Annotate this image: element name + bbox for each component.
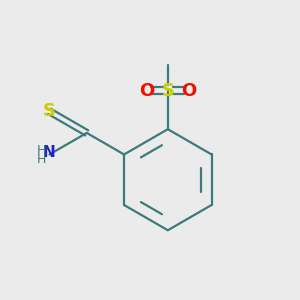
Text: N: N [43,146,56,160]
Text: O: O [182,82,197,100]
Text: O: O [139,82,154,100]
Text: H: H [36,144,46,158]
Text: S: S [161,82,174,100]
Text: S: S [43,102,56,120]
Text: H: H [36,153,46,166]
